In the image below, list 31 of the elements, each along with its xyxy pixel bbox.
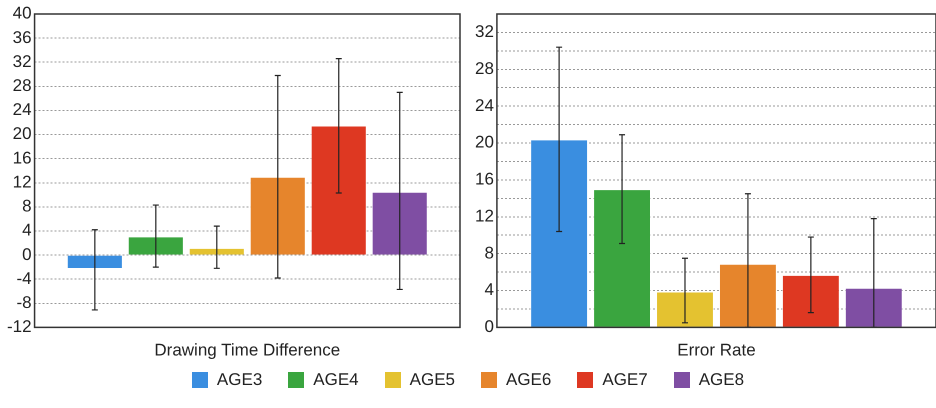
- y-tick-label: 12: [474, 206, 494, 226]
- y-tick-label: -4: [16, 268, 32, 288]
- y-tick-label: 0: [22, 244, 32, 264]
- y-tick-label: 4: [22, 220, 32, 240]
- y-tick-label: 24: [474, 96, 494, 115]
- y-tick-label: 20: [12, 124, 32, 144]
- y-tick-label: 28: [12, 76, 32, 96]
- y-tick-label: 32: [474, 22, 494, 42]
- y-tick-label: 32: [12, 52, 32, 71]
- y-tick-label: 8: [22, 196, 32, 216]
- y-tick-label: 16: [474, 170, 494, 189]
- y-tick-label: 24: [12, 100, 32, 120]
- y-tick-label: 0: [484, 317, 494, 336]
- legend-label: AGE5: [410, 370, 455, 390]
- y-tick-label: -8: [16, 292, 32, 312]
- y-tick-label: 16: [12, 148, 32, 168]
- legend-label: AGE7: [602, 370, 648, 390]
- y-tick-label: 28: [474, 58, 494, 78]
- legend-label: AGE8: [698, 370, 744, 390]
- y-tick-label: 40: [12, 4, 32, 23]
- x-axis-title: Drawing Time Difference: [154, 340, 340, 360]
- legend-label: AGE3: [216, 370, 262, 390]
- y-tick-label: 20: [474, 132, 494, 152]
- y-tick-label: 4: [484, 280, 494, 300]
- y-tick-label: -12: [6, 317, 32, 336]
- y-tick-label: 8: [484, 243, 494, 262]
- legend-label: AGE4: [313, 370, 359, 390]
- y-tick-label: 12: [12, 172, 32, 192]
- legend-label: AGE6: [506, 370, 552, 390]
- x-axis-title: Error Rate: [677, 340, 756, 360]
- y-tick-label: 36: [12, 28, 32, 47]
